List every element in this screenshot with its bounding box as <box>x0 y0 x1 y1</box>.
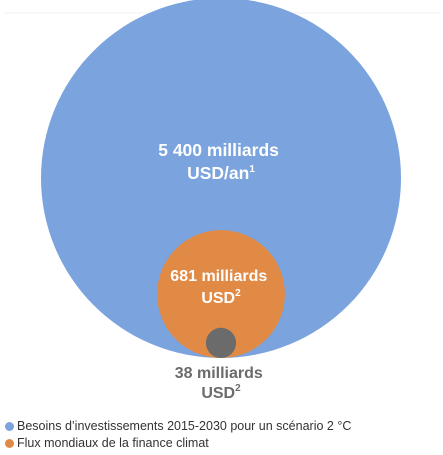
legend-swatch-blue <box>5 422 14 431</box>
label-investment-needs-line2: USD/an1 <box>187 163 255 183</box>
footnote-marker: 2 <box>235 288 241 299</box>
legend-swatch-orange <box>5 439 14 448</box>
bubble-small-flow <box>205 327 237 358</box>
label-small-flow-line2: USD2 <box>201 383 241 402</box>
legend-item-investment-needs: Besoins d’investissements 2015-2030 pour… <box>5 418 351 435</box>
label-small-flow-unit: USD <box>201 385 235 402</box>
footnote-marker: 2 <box>235 383 241 394</box>
label-climate-finance-line1: 681 milliards <box>170 268 267 285</box>
bubble-climate-finance <box>157 230 285 358</box>
legend-label-climate-finance: Flux mondiaux de la finance climat <box>17 436 209 450</box>
label-small-flow-line1: 38 milliards <box>175 365 263 382</box>
legend-item-climate-finance: Flux mondiaux de la finance climat <box>5 435 351 452</box>
label-investment-needs-unit: USD/an <box>187 163 249 183</box>
label-investment-needs-line1: 5 400 milliards <box>158 140 279 160</box>
label-small-flow: 38 milliards USD2 <box>175 365 268 402</box>
label-climate-finance-line2: USD2 <box>201 288 241 307</box>
legend: Besoins d’investissements 2015-2030 pour… <box>5 418 351 452</box>
label-climate-finance: 681 milliards USD2 <box>170 268 271 307</box>
footnote-marker: 1 <box>249 164 255 175</box>
label-climate-finance-unit: USD <box>201 290 235 307</box>
legend-label-investment-needs: Besoins d’investissements 2015-2030 pour… <box>17 419 352 433</box>
bubble-investment-needs <box>41 0 401 358</box>
label-investment-needs: 5 400 milliards USD/an1 <box>158 140 284 183</box>
